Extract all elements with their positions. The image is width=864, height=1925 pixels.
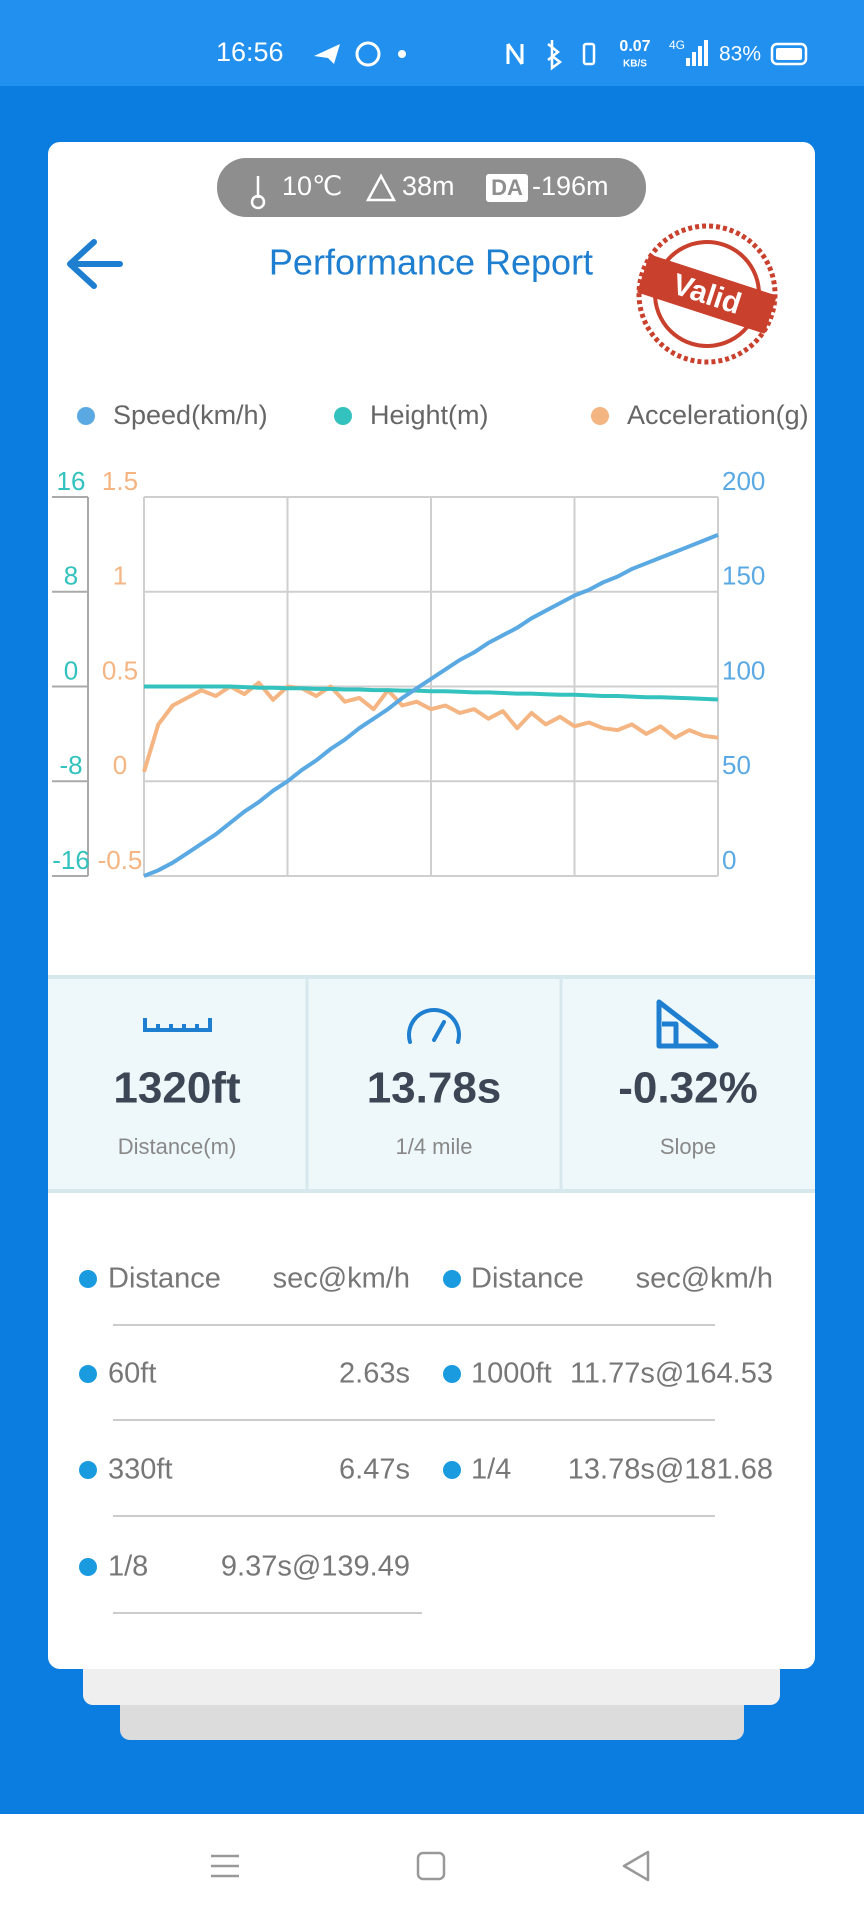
column-header: Distance (108, 1263, 221, 1295)
stat-value: 1320ft (113, 1064, 241, 1113)
stat-label: Slope (660, 1134, 716, 1159)
split-distance: 1/8 (108, 1551, 148, 1583)
legend-marker (334, 407, 352, 425)
legend-label: Height(m) (370, 400, 489, 430)
split-distance: 1/4 (471, 1454, 511, 1486)
home-button[interactable] (416, 1851, 446, 1881)
da-badge: DA (491, 175, 523, 200)
da-badge-bg (486, 174, 528, 202)
split-table: Distance sec@km/h Distance sec@km/h 60ft 2.63… (79, 1263, 773, 1614)
y-tick-label: -8 (59, 750, 82, 780)
telegram-icon (314, 44, 340, 64)
viber-icon (355, 41, 381, 67)
gauge-icon (407, 1008, 461, 1044)
split-distance: 330ft (108, 1454, 173, 1486)
stamp-ring (636, 223, 778, 365)
report-card (48, 142, 815, 1669)
bluetooth-icon (547, 40, 563, 71)
y-tick-label: 16 (57, 466, 86, 496)
column-header: Distance (471, 1263, 584, 1295)
stat-label: Distance(m) (118, 1134, 237, 1159)
net-speed: 0.07 (619, 38, 650, 55)
page-title: Performance Report (269, 242, 593, 283)
stamp-band (637, 254, 777, 334)
y-tick-label: 1 (113, 561, 127, 591)
signal-icon (686, 40, 708, 66)
bullet (443, 1270, 461, 1288)
temperature: 10℃ (282, 171, 342, 201)
y-tick-label: 0 (722, 845, 736, 875)
stat-label: 1/4 mile (395, 1134, 472, 1159)
split-time: 2.63s (339, 1358, 410, 1390)
net-unit: KB/S (623, 59, 647, 70)
card-edge-mask (815, 390, 864, 450)
split-time: 6.47s (339, 1454, 410, 1486)
split-time: 13.78s@181.68 (568, 1454, 773, 1486)
y-tick-label: 1.5 (102, 466, 138, 496)
altitude: 38m (402, 171, 455, 201)
stat-value: -0.32% (618, 1064, 757, 1113)
bullet (443, 1365, 461, 1383)
slope-icon (656, 999, 719, 1049)
bullet (443, 1461, 461, 1479)
y-tick-label: 0.5 (102, 655, 138, 685)
y-tick-label: 50 (722, 750, 751, 780)
y-tick-label: 0 (113, 750, 127, 780)
chart: Speed(km/h) Height(m) Acceleration(g) -16 -8… (52, 390, 864, 878)
stats-panel (48, 977, 815, 1191)
series-line (142, 680, 719, 773)
bullet (79, 1558, 97, 1576)
mountain-icon (365, 173, 397, 202)
network-type: 4G (669, 38, 685, 52)
split-time: 11.77s@164.53 (570, 1358, 773, 1390)
legend-marker (591, 407, 609, 425)
nfc-icon (506, 43, 524, 65)
ruler-icon (143, 1018, 212, 1032)
back-nav-button[interactable] (622, 1850, 650, 1882)
legend-marker (77, 407, 95, 425)
legend-label: Acceleration(g) (627, 400, 809, 430)
bullet (79, 1365, 97, 1383)
series-line (143, 533, 719, 878)
y-tick-label: 0 (64, 655, 78, 685)
legend-label: Speed(km/h) (113, 400, 268, 430)
y-tick-label: 8 (64, 561, 78, 591)
clock: 16:56 (216, 37, 284, 67)
menu-button[interactable] (211, 1854, 239, 1878)
y-tick-label: 100 (722, 655, 765, 685)
dot-icon (398, 50, 406, 58)
column-header: sec@km/h (273, 1263, 410, 1295)
split-distance: 1000ft (471, 1358, 552, 1390)
bullet (79, 1270, 97, 1288)
nav-bar (0, 1814, 864, 1920)
column-header: sec@km/h (636, 1263, 773, 1295)
y-tick-label: 150 (722, 561, 765, 591)
y-tick-label: -0.5 (98, 845, 143, 875)
split-time: 9.37s@139.49 (221, 1551, 410, 1583)
y-tick-label: -16 (52, 845, 90, 875)
battery-icon (770, 42, 808, 66)
stats: 1320ft Distance(m) 13.78s 1/4 mile -0.32% Slo… (113, 1064, 757, 1159)
back-button[interactable] (67, 239, 123, 289)
battery-level: 83% (719, 43, 761, 66)
y-tick-label: 200 (722, 466, 765, 496)
vibrate-icon (582, 42, 596, 66)
series-line (144, 684, 719, 702)
density-altitude: -196m (532, 171, 609, 201)
split-distance: 60ft (108, 1358, 156, 1390)
status-bar (0, 0, 864, 86)
conditions-pill (217, 158, 646, 217)
thermometer-icon (250, 176, 266, 210)
bullet (79, 1461, 97, 1479)
battery-fill (776, 48, 802, 60)
stat-value: 13.78s (367, 1064, 502, 1113)
